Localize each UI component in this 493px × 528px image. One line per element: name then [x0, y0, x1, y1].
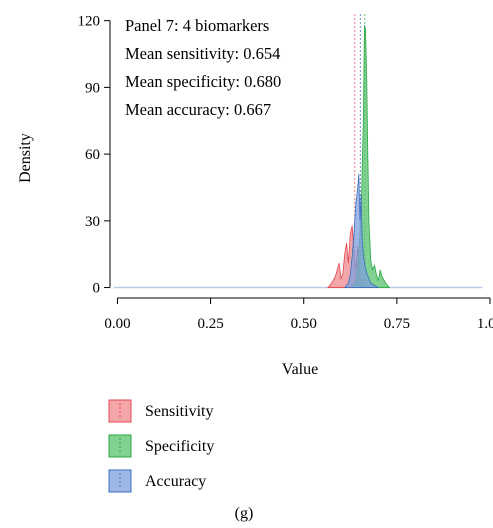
legend-label: Specificity: [145, 438, 214, 455]
figure-caption: (g): [235, 505, 254, 522]
legend-item-specificity: Specificity: [108, 434, 214, 458]
chart-annotation-line-3: Mean specificity: 0.680: [125, 72, 281, 91]
density-area-accuracy: [343, 174, 380, 288]
y-tick-label: 120: [78, 14, 101, 30]
x-tick-label: 0.50: [291, 316, 317, 332]
legend-label: Sensitivity: [145, 403, 213, 420]
chart-annotation-line-4: Mean accuracy: 0.667: [125, 100, 271, 119]
x-tick-label: 1.00: [477, 316, 493, 332]
legend: Sensitivity Specificity Accuracy: [108, 399, 214, 493]
y-tick-label: 60: [85, 147, 100, 163]
legend-item-sensitivity: Sensitivity: [108, 399, 213, 423]
y-tick-label: 0: [93, 281, 101, 297]
x-axis-title: Value: [282, 361, 318, 378]
chart-annotation-line-2: Mean sensitivity: 0.654: [125, 44, 280, 63]
y-axis-title: Density: [17, 133, 34, 183]
y-tick-label: 90: [85, 80, 100, 96]
legend-item-accuracy: Accuracy: [108, 469, 206, 493]
axes: 0 30 60 90 120 0.00 0.25 0.50 0.75 1.00: [78, 14, 493, 332]
y-tick-label: 30: [85, 214, 100, 230]
legend-label: Accuracy: [145, 473, 206, 490]
chart-annotation-line-1: Panel 7: 4 biomarkers: [125, 16, 269, 35]
x-tick-label: 0.25: [197, 316, 223, 332]
x-tick-label: 0.75: [384, 316, 410, 332]
plot-area: [113, 14, 483, 289]
x-tick-label: 0.00: [104, 316, 130, 332]
